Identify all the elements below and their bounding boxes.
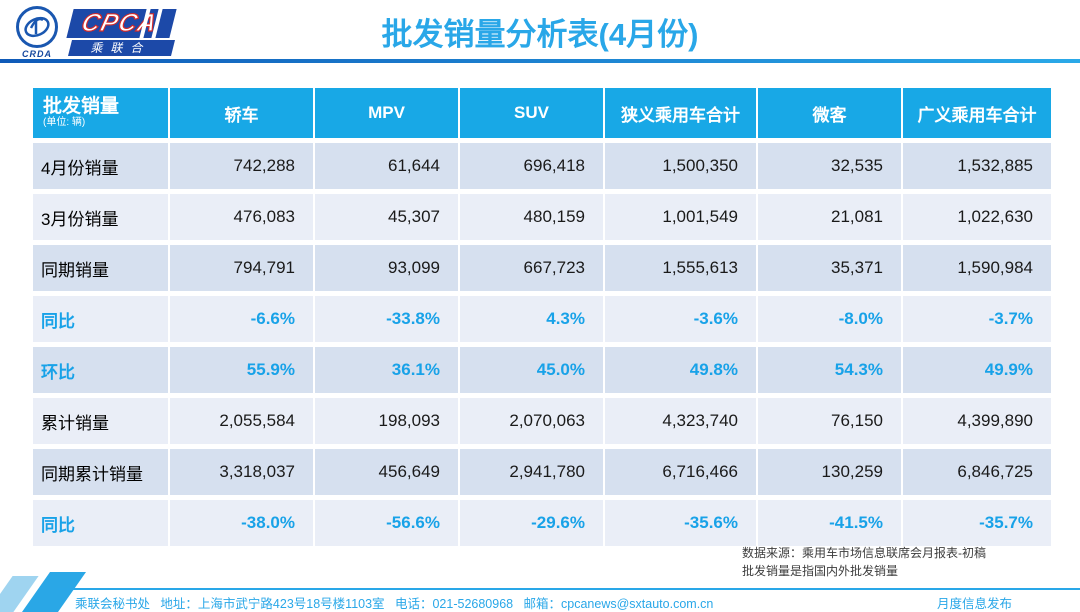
column-header: SUV xyxy=(460,88,603,138)
row-label: 同比 xyxy=(33,296,168,342)
sales-table: 批发销量 (单位: 辆) 轿车 MPV SUV 狭义乘用车合计 微客 广义乘用车… xyxy=(31,83,1053,551)
table-row: 4月份销量 742,288 61,644 696,418 1,500,350 32,535… xyxy=(33,143,1051,189)
cell-value: -6.6% xyxy=(170,296,313,342)
cell-value: 1,001,549 xyxy=(605,194,756,240)
note-line: 批发销量是指国内外批发销量 xyxy=(742,564,899,578)
cell-value: 2,055,584 xyxy=(170,398,313,444)
cell-value: 2,070,063 xyxy=(460,398,603,444)
cell-value: 49.9% xyxy=(903,347,1051,393)
cell-value: 93,099 xyxy=(315,245,458,291)
swoosh-icon xyxy=(24,16,50,38)
header-row: 批发销量 (单位: 辆) 轿车 MPV SUV 狭义乘用车合计 微客 广义乘用车… xyxy=(33,88,1051,138)
row-label: 4月份销量 xyxy=(33,143,168,189)
cell-value: -29.6% xyxy=(460,500,603,546)
cell-value: 35,371 xyxy=(758,245,901,291)
table-row: 环比 55.9% 36.1% 45.0% 49.8% 54.3% 49.9% xyxy=(33,347,1051,393)
page-title: 批发销量分析表(4月份) xyxy=(381,17,699,52)
cell-value: 6,716,466 xyxy=(605,449,756,495)
cell-value: 476,083 xyxy=(170,194,313,240)
cell-value: 1,555,613 xyxy=(605,245,756,291)
cell-value: 4.3% xyxy=(460,296,603,342)
footer-release-label: 月度信息发布 xyxy=(936,597,1012,611)
sales-table-body: 4月份销量 742,288 61,644 696,418 1,500,350 32,535… xyxy=(33,143,1051,546)
cell-value: -3.7% xyxy=(903,296,1051,342)
brand-block: CPCA 乘联合 xyxy=(66,9,177,56)
cell-value: 36.1% xyxy=(315,347,458,393)
column-header: MPV xyxy=(315,88,458,138)
footer-contact: 乘联会秘书处 地址：上海市武宁路423号18号楼1103室 电话：021-526… xyxy=(75,597,714,611)
cell-value: 49.8% xyxy=(605,347,756,393)
cell-value: 456,649 xyxy=(315,449,458,495)
row-label: 环比 xyxy=(33,347,168,393)
brand-top: CPCA xyxy=(66,9,177,38)
cell-value: 2,941,780 xyxy=(460,449,603,495)
cell-value: 76,150 xyxy=(758,398,901,444)
cell-value: -35.6% xyxy=(605,500,756,546)
cell-value: -8.0% xyxy=(758,296,901,342)
column-header: 轿车 xyxy=(170,88,313,138)
cell-value: -38.0% xyxy=(170,500,313,546)
cell-value: 667,723 xyxy=(460,245,603,291)
row-label: 累计销量 xyxy=(33,398,168,444)
sales-table-head: 批发销量 (单位: 辆) 轿车 MPV SUV 狭义乘用车合计 微客 广义乘用车… xyxy=(33,88,1051,138)
sales-table-wrap: 批发销量 (单位: 辆) 轿车 MPV SUV 狭义乘用车合计 微客 广义乘用车… xyxy=(31,83,1053,551)
cell-value: -56.6% xyxy=(315,500,458,546)
cell-value: 4,323,740 xyxy=(605,398,756,444)
emblem-circle-icon xyxy=(16,6,58,48)
cell-value: -3.6% xyxy=(605,296,756,342)
table-row: 同期累计销量 3,318,037 456,649 2,941,780 6,716,466… xyxy=(33,449,1051,495)
note-line: 数据来源：乘用车市场信息联席会月报表-初稿 xyxy=(742,546,986,560)
cell-value: 32,535 xyxy=(758,143,901,189)
brand-name: CPCA xyxy=(78,9,161,38)
cell-value: 480,159 xyxy=(460,194,603,240)
cell-value: 696,418 xyxy=(460,143,603,189)
cell-value: 21,081 xyxy=(758,194,901,240)
table-row: 累计销量 2,055,584 198,093 2,070,063 4,323,740 76… xyxy=(33,398,1051,444)
cell-value: 1,500,350 xyxy=(605,143,756,189)
cell-value: 794,791 xyxy=(170,245,313,291)
cell-value: 45.0% xyxy=(460,347,603,393)
emblem: CRDA xyxy=(10,6,64,59)
cell-value: -33.8% xyxy=(315,296,458,342)
table-row: 同比 -6.6% -33.8% 4.3% -3.6% -8.0% -3.7% xyxy=(33,296,1051,342)
cell-value: 6,846,725 xyxy=(903,449,1051,495)
cell-value: 1,532,885 xyxy=(903,143,1051,189)
cell-value: 61,644 xyxy=(315,143,458,189)
brand-sub: 乘联合 xyxy=(68,40,175,56)
cell-value: -41.5% xyxy=(758,500,901,546)
cell-value: 55.9% xyxy=(170,347,313,393)
row-label: 3月份销量 xyxy=(33,194,168,240)
column-header: 广义乘用车合计 xyxy=(903,88,1051,138)
cell-value: 45,307 xyxy=(315,194,458,240)
emblem-text: CRDA xyxy=(22,49,52,59)
table-row: 3月份销量 476,083 45,307 480,159 1,001,549 21,081… xyxy=(33,194,1051,240)
cell-value: 1,590,984 xyxy=(903,245,1051,291)
row-label: 同比 xyxy=(33,500,168,546)
table-row: 同比 -38.0% -56.6% -29.6% -35.6% -41.5% -35.7% xyxy=(33,500,1051,546)
cell-value: 742,288 xyxy=(170,143,313,189)
cpca-logo: CRDA CPCA 乘联合 xyxy=(10,6,177,59)
row-label: 同期销量 xyxy=(33,245,168,291)
corner-unit: (单位: 辆) xyxy=(43,117,86,128)
data-source-notes: 数据来源：乘用车市场信息联席会月报表-初稿 批发销量是指国内外批发销量 xyxy=(742,544,986,580)
cell-value: 54.3% xyxy=(758,347,901,393)
cell-value: 130,259 xyxy=(758,449,901,495)
header-divider xyxy=(0,59,1080,63)
column-header: 微客 xyxy=(758,88,901,138)
cell-value: 198,093 xyxy=(315,398,458,444)
cell-value: 4,399,890 xyxy=(903,398,1051,444)
cell-value: 1,022,630 xyxy=(903,194,1051,240)
table-row: 同期销量 794,791 93,099 667,723 1,555,613 35,371 1… xyxy=(33,245,1051,291)
column-header: 狭义乘用车合计 xyxy=(605,88,756,138)
footer-divider xyxy=(57,588,1080,590)
cell-value: 3,318,037 xyxy=(170,449,313,495)
row-label: 同期累计销量 xyxy=(33,449,168,495)
cell-value: -35.7% xyxy=(903,500,1051,546)
corner-title: 批发销量 xyxy=(43,96,120,117)
corner-cell: 批发销量 (单位: 辆) xyxy=(33,88,168,138)
